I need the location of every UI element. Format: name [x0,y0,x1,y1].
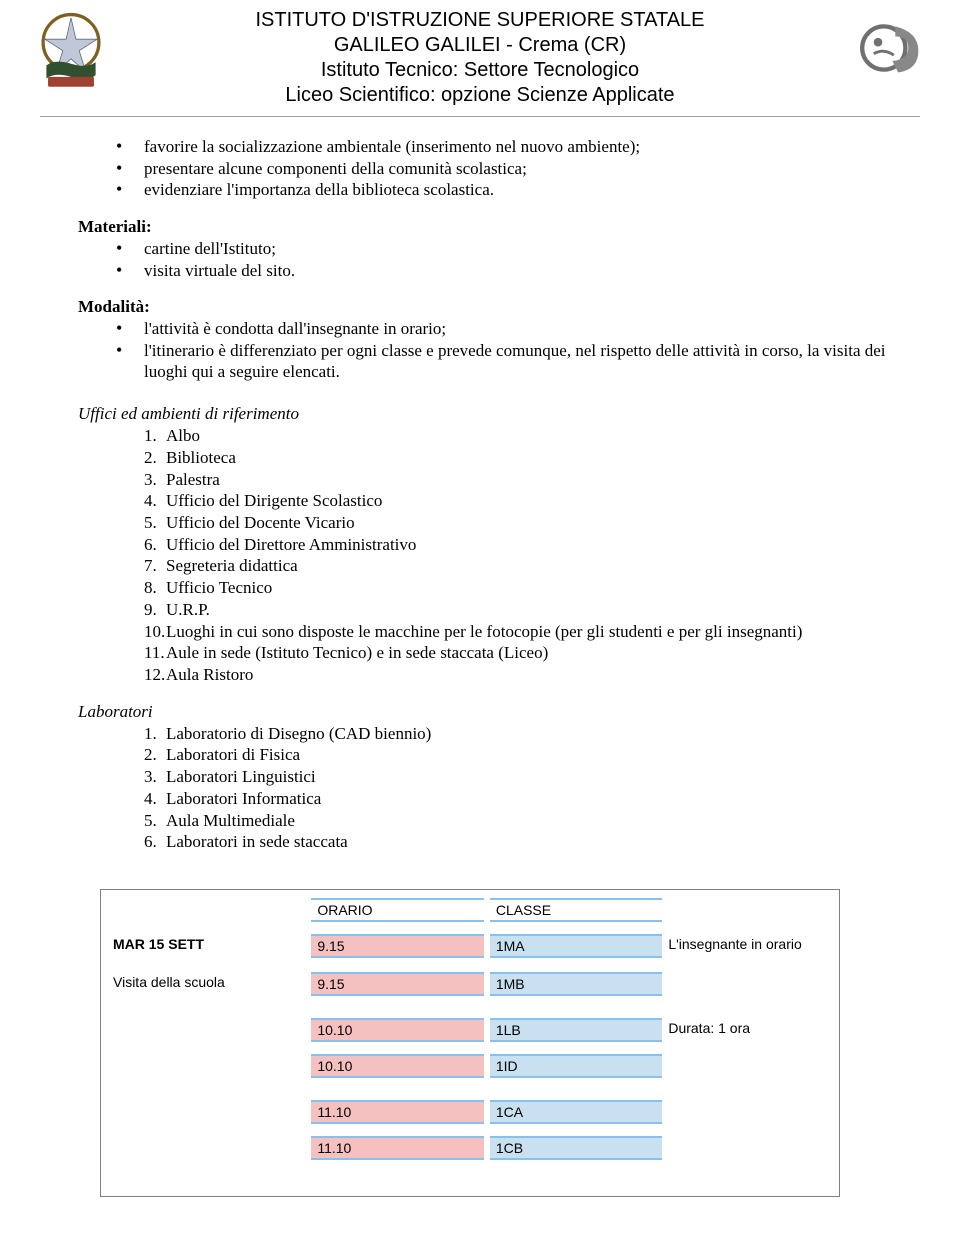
list-item: 3.Palestra [144,470,900,491]
list-item: 4.Laboratori Informatica [144,789,900,810]
list-item: visita virtuale del sito. [116,261,900,282]
list-item: evidenziare l'importanza della bibliotec… [116,180,900,201]
uffici-heading: Uffici ed ambienti di riferimento [78,404,900,425]
time-cell: 10.10 [311,1054,484,1078]
list-item: 2.Biblioteca [144,448,900,469]
list-item: presentare alcune componenti della comun… [116,159,900,180]
list-item: 4.Ufficio del Dirigente Scolastico [144,491,900,512]
list-item: 1.Laboratorio di Disegno (CAD biennio) [144,724,900,745]
header-line-1: ISTITUTO D'ISTRUZIONE SUPERIORE STATALE [40,8,920,33]
intro-list: favorire la socializzazione ambientale (… [78,137,900,201]
header-line-4: Liceo Scientifico: opzione Scienze Appli… [40,83,920,108]
list-item: favorire la socializzazione ambientale (… [116,137,900,158]
list-item: 8.Ufficio Tecnico [144,578,900,599]
page-header: ISTITUTO D'ISTRUZIONE SUPERIORE STATALE … [40,8,920,117]
list-item: 3.Laboratori Linguistici [144,767,900,788]
materiali-label: Materiali: [78,217,900,238]
note-1: L'insegnante in orario [668,934,827,952]
class-cell: 1LB [490,1018,663,1042]
class-cell: 1ID [490,1054,663,1078]
list-item: 7.Segreteria didattica [144,556,900,577]
uffici-list: 1.Albo 2.Biblioteca 3.Palestra 4.Ufficio… [78,426,900,686]
time-cell: 10.10 [311,1018,484,1042]
content-body: favorire la socializzazione ambientale (… [40,137,920,853]
header-orario: ORARIO [311,898,484,922]
time-cell: 9.15 [311,972,484,996]
list-item: 10.Luoghi in cui sono disposte le macchi… [144,622,900,643]
school-logo-icon [852,12,930,84]
list-item: l'attività è condotta dall'insegnante in… [116,319,900,340]
materiali-list: cartine dell'Istituto; visita virtuale d… [78,239,900,281]
list-item: 5.Aula Multimediale [144,811,900,832]
header-line-3: Istituto Tecnico: Settore Tecnologico [40,58,920,83]
class-cell: 1MB [490,972,663,996]
list-item: 6.Laboratori in sede staccata [144,832,900,853]
modalita-label: Modalità: [78,297,900,318]
time-cell: 9.15 [311,934,484,958]
note-2: Durata: 1 ora [668,1018,827,1036]
list-item: 5.Ufficio del Docente Vicario [144,513,900,534]
list-item: 11.Aule in sede (Istituto Tecnico) e in … [144,643,900,664]
state-emblem-icon [30,8,112,90]
list-item: cartine dell'Istituto; [116,239,900,260]
list-item: 12.Aula Ristoro [144,665,900,686]
list-item: 2.Laboratori di Fisica [144,745,900,766]
list-item: 6.Ufficio del Direttore Amministrativo [144,535,900,556]
header-classe: CLASSE [490,898,663,922]
list-item: 1.Albo [144,426,900,447]
header-line-2: GALILEO GALILEI - Crema (CR) [40,33,920,58]
labs-heading: Laboratori [78,702,900,723]
class-cell: 1MA [490,934,663,958]
labs-list: 1.Laboratorio di Disegno (CAD biennio) 2… [78,724,900,853]
schedule-table: ORARIO CLASSE MAR 15 SETT 9.15 1MA L'ins… [100,889,840,1197]
modalita-list: l'attività è condotta dall'insegnante in… [78,319,900,382]
class-cell: 1CB [490,1136,663,1160]
time-cell: 11.10 [311,1136,484,1160]
date-label: MAR 15 SETT [113,936,311,952]
subtitle: Visita della scuola [113,974,311,990]
time-cell: 11.10 [311,1100,484,1124]
list-item: l'itinerario è differenziato per ogni cl… [116,341,900,382]
class-cell: 1CA [490,1100,663,1124]
list-item: 9.U.R.P. [144,600,900,621]
